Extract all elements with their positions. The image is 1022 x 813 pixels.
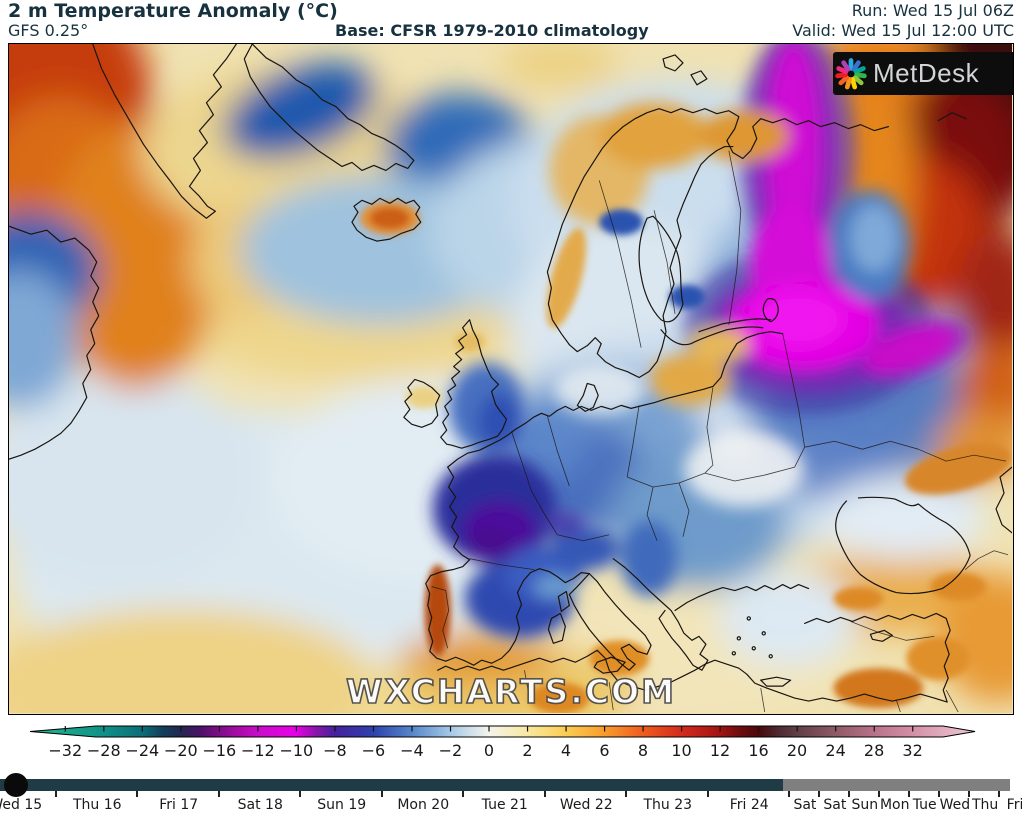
colorbar-ticks <box>64 726 914 732</box>
timeline-day-label[interactable]: Tue 21 <box>464 791 546 813</box>
timeline-extended-day-label[interactable]: Sun <box>850 791 880 813</box>
map-frame: MetDesk WXCHARTS.COM <box>8 43 1014 715</box>
colorbar-tick-label: 28 <box>863 741 885 760</box>
model-label: GFS 0.25° <box>8 21 89 40</box>
timeline-extended-day-label[interactable]: Wed <box>940 791 970 813</box>
colorbar-tick-label: 6 <box>599 741 610 760</box>
colorbar-tick-label: 4 <box>560 741 572 760</box>
country-borders <box>431 150 1009 713</box>
colorbar-tick-label: 8 <box>637 741 649 760</box>
colorbar-tick-label: 32 <box>902 741 923 760</box>
colorbar-tick-label: 0 <box>483 741 495 760</box>
timeline-day-label[interactable]: Mon 20 <box>383 791 465 813</box>
timeline-track[interactable] <box>0 779 783 791</box>
colorbar-tick-label: −12 <box>240 741 275 760</box>
colorbar <box>29 725 976 738</box>
timeline-extended-day-label[interactable]: Fri <box>1000 791 1022 813</box>
timeline-day-label[interactable]: Sun 19 <box>301 791 383 813</box>
valid-time-label: Valid: Wed 15 Jul 12:00 UTC <box>792 21 1014 40</box>
colorbar-tick-label: −6 <box>361 741 386 760</box>
colorbar-tick-label: 12 <box>709 741 731 760</box>
colorbar-tick-label: −16 <box>202 741 237 760</box>
timeline-day-label[interactable]: Thu 23 <box>627 791 709 813</box>
timeline-day-label[interactable]: Fri 17 <box>138 791 220 813</box>
timeline-day-label[interactable]: Wed 22 <box>546 791 628 813</box>
timeline-track-extended[interactable] <box>783 779 1010 791</box>
timeline-extended-day-label[interactable]: Thu <box>970 791 1000 813</box>
colorbar-tick-label: −4 <box>400 741 424 760</box>
wxcharts-watermark: WXCHARTS.COM <box>345 671 676 712</box>
colorbar-tick-label: 24 <box>825 741 846 760</box>
anomaly-map <box>9 44 1012 713</box>
timeline-day-label[interactable]: Sat 18 <box>220 791 302 813</box>
run-time-label: Run: Wed 15 Jul 06Z <box>851 1 1014 20</box>
colorbar-tick-label: 16 <box>748 741 769 760</box>
colorbar-gradient <box>29 725 976 738</box>
timeline-day-label[interactable]: Thu 16 <box>57 791 139 813</box>
timeline-day-label[interactable]: Fri 24 <box>709 791 791 813</box>
colorbar-tick-label: 20 <box>786 741 808 760</box>
page-title: 2 m Temperature Anomaly (°C) <box>8 0 338 22</box>
metdesk-logo: MetDesk <box>833 52 1013 95</box>
colorbar-tick-label: −20 <box>163 741 198 760</box>
colorbar-tick-label: −24 <box>125 741 160 760</box>
colorbar-tick-label: −2 <box>438 741 463 760</box>
timeline-extended-day-label[interactable]: Sat <box>820 791 850 813</box>
timeline-extended-day-label[interactable]: Tue <box>910 791 940 813</box>
colorbar-tick-label: 10 <box>671 741 692 760</box>
colorbar-tick-label: −10 <box>279 741 314 760</box>
timeline-extended-days: Sat Sat Sun Mon Tue Wed Thu Fri <box>790 791 1022 813</box>
colorbar-tick-label: 2 <box>522 741 533 760</box>
colorbar-tick-label: −32 <box>48 741 83 760</box>
climatology-base-label: Base: CFSR 1979-2010 climatology <box>335 21 649 40</box>
colorbar-tick-label: −8 <box>323 741 347 760</box>
colorbar-labels: −32 −28 −24 −20 −16 −12 −10 −8 −6 −4 −2 0 2 4 6 8 10 12 16… <box>46 741 932 761</box>
timeline-extended-day-label[interactable]: Sat <box>790 791 820 813</box>
pinwheel-icon <box>835 57 867 89</box>
anomaly-field <box>9 44 1012 713</box>
colorbar-tick-label: −28 <box>86 741 121 760</box>
logo-text: MetDesk <box>873 58 980 88</box>
time-slider-knob[interactable] <box>4 773 28 797</box>
coastlines <box>9 44 1012 703</box>
timeline-day-label[interactable]: Wed 15 <box>0 791 57 813</box>
timeline-extended-day-label[interactable]: Mon <box>880 791 910 813</box>
